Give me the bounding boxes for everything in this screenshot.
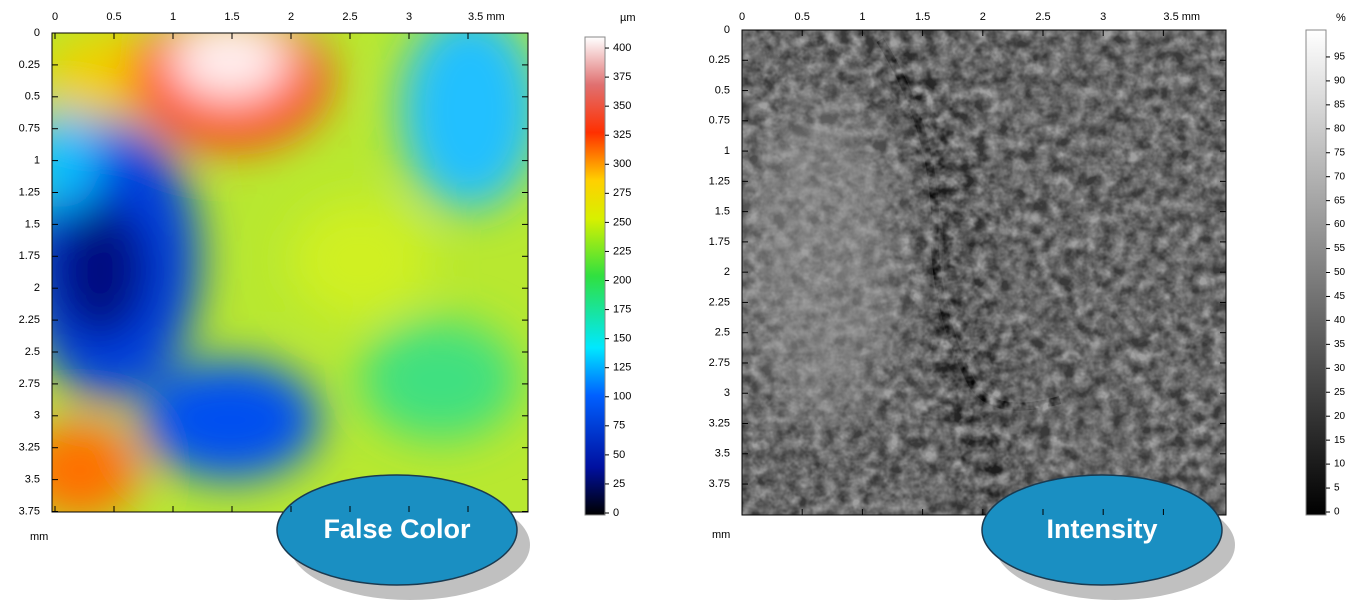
scale-tick-label: 275 xyxy=(613,187,631,199)
x-tick-label: 3 xyxy=(406,11,412,23)
y-tick-label: 3.25 xyxy=(19,442,40,454)
y-tick-label: 3 xyxy=(724,387,730,399)
x-tick-label: 3 xyxy=(1100,11,1106,23)
y-tick-label: 0 xyxy=(724,24,730,36)
y-tick-label: 1.75 xyxy=(19,250,40,262)
y-tick-label: 1.75 xyxy=(709,236,730,248)
y-tick-label: 0 xyxy=(34,27,40,39)
scale-unit: % xyxy=(1336,12,1346,24)
scale-tick-label: 30 xyxy=(1334,363,1346,374)
y-tick-label: 0.5 xyxy=(25,91,40,103)
y-tick-label: 0.75 xyxy=(709,115,730,127)
scale-tick-label: 50 xyxy=(613,449,625,461)
x-tick-label: 1 xyxy=(859,11,865,23)
scale-tick-label: 40 xyxy=(1334,315,1346,326)
y-tick-label: 0.75 xyxy=(19,123,40,135)
color-scale xyxy=(584,36,606,516)
y-tick-label: 3.75 xyxy=(19,505,40,517)
scale-tick-label: 350 xyxy=(613,100,631,112)
scale-unit: µm xyxy=(620,12,636,24)
scale-tick-label: 300 xyxy=(613,158,631,170)
scale-tick-label: 225 xyxy=(613,245,631,257)
y-tick-label: 3 xyxy=(34,410,40,422)
y-tick-label: 2.5 xyxy=(715,327,730,339)
panel-label: Intensity xyxy=(1046,514,1157,544)
color-scale xyxy=(1305,29,1327,516)
x-tick-label: 2.5 xyxy=(1035,11,1050,23)
scale-tick-label: 45 xyxy=(1334,291,1346,302)
label-badge xyxy=(981,474,1235,600)
scale-tick-label: 35 xyxy=(1334,339,1346,350)
y-tick-label: 2.25 xyxy=(709,296,730,308)
y-tick-label: 2.5 xyxy=(25,346,40,358)
scale-tick-label: 10 xyxy=(1334,459,1346,470)
y-tick-label: 2.75 xyxy=(19,378,40,390)
scale-tick-label: 0 xyxy=(613,507,619,519)
height-map xyxy=(52,33,528,512)
scale-tick-label: 15 xyxy=(1334,435,1346,446)
scale-tick-label: 50 xyxy=(1334,267,1346,278)
y-tick-label: 0.25 xyxy=(19,59,40,71)
x-tick-label: 1.5 xyxy=(224,11,239,23)
y-tick-label: 2.75 xyxy=(709,357,730,369)
x-tick-label: 0 xyxy=(739,11,745,23)
x-tick-label: 1 xyxy=(170,11,176,23)
x-tick-label: 2.5 xyxy=(342,11,357,23)
y-tick-label: 3.5 xyxy=(25,474,40,486)
scale-tick-label: 95 xyxy=(1334,52,1346,63)
y-tick-label: 0.25 xyxy=(709,54,730,66)
x-tick-label: 1.5 xyxy=(915,11,930,23)
y-unit: mm xyxy=(712,529,730,541)
scale-tick-label: 25 xyxy=(613,478,625,490)
y-tick-label: 3.75 xyxy=(709,478,730,490)
y-tick-label: 1.25 xyxy=(19,186,40,198)
x-tick-label: 3.5 mm xyxy=(1163,11,1200,23)
y-tick-label: 1 xyxy=(724,145,730,157)
scale-tick-label: 55 xyxy=(1334,243,1346,254)
scale-tick-label: 65 xyxy=(1334,195,1346,206)
y-tick-label: 1.5 xyxy=(25,218,40,230)
x-tick-label: 0.5 xyxy=(106,11,121,23)
scale-tick-label: 150 xyxy=(613,333,631,345)
panel-label: False Color xyxy=(323,514,471,544)
scale-tick-label: 200 xyxy=(613,274,631,286)
y-tick-label: 1.5 xyxy=(715,206,730,218)
scale-tick-label: 175 xyxy=(613,303,631,315)
x-tick-label: 0.5 xyxy=(795,11,810,23)
y-tick-label: 2.25 xyxy=(19,314,40,326)
y-tick-label: 0.5 xyxy=(715,84,730,96)
y-tick-label: 3.5 xyxy=(715,448,730,460)
scale-tick-label: 60 xyxy=(1334,219,1346,230)
scale-tick-label: 20 xyxy=(1334,411,1346,422)
scale-tick-label: 90 xyxy=(1334,76,1346,87)
scale-tick-label: 70 xyxy=(1334,171,1346,182)
x-tick-label: 0 xyxy=(52,11,58,23)
scale-tick-label: 375 xyxy=(613,71,631,83)
intensity-map xyxy=(742,30,1226,515)
y-tick-label: 1.25 xyxy=(709,175,730,187)
scale-tick-label: 75 xyxy=(1334,147,1346,158)
y-unit: mm xyxy=(30,531,48,543)
x-tick-label: 2 xyxy=(288,11,294,23)
scale-tick-label: 325 xyxy=(613,129,631,141)
y-tick-label: 1 xyxy=(34,155,40,167)
scale-tick-label: 100 xyxy=(613,391,631,403)
scale-tick-label: 250 xyxy=(613,216,631,228)
y-tick-label: 2 xyxy=(34,282,40,294)
scale-tick-label: 85 xyxy=(1334,99,1346,110)
scale-tick-label: 5 xyxy=(1334,483,1340,494)
scale-tick-label: 75 xyxy=(613,420,625,432)
x-tick-label: 2 xyxy=(980,11,986,23)
scale-tick-label: 0 xyxy=(1334,507,1340,518)
scale-tick-label: 80 xyxy=(1334,123,1346,134)
scale-tick-label: 125 xyxy=(613,362,631,374)
scale-tick-label: 400 xyxy=(613,42,631,54)
label-badge xyxy=(276,474,530,600)
y-tick-label: 3.25 xyxy=(709,417,730,429)
y-tick-label: 2 xyxy=(724,266,730,278)
x-tick-label: 3.5 mm xyxy=(468,11,505,23)
scale-tick-label: 25 xyxy=(1334,387,1346,398)
